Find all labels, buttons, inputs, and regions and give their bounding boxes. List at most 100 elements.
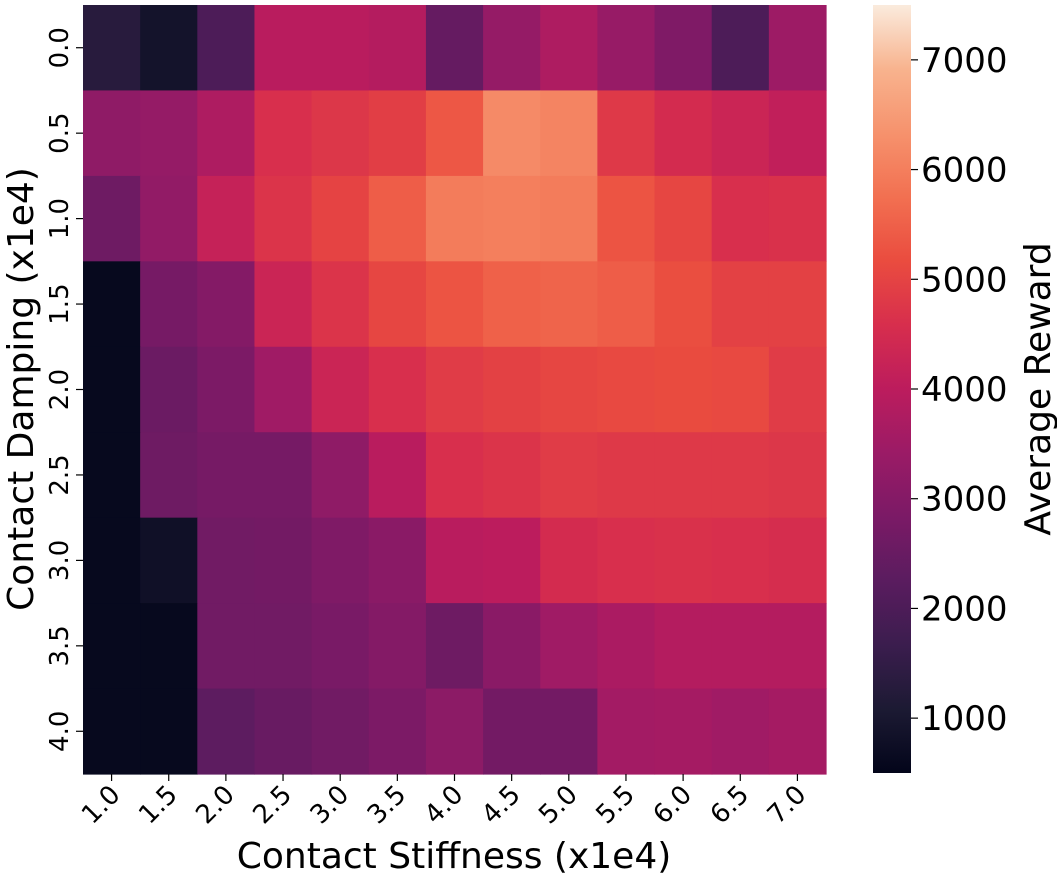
x-tick-label: 5.5 (590, 780, 640, 830)
heatmap-cell (540, 90, 598, 177)
heatmap-cell (597, 261, 656, 348)
x-tick-label: 1.5 (133, 780, 183, 830)
x-tick-labels: 1.0 1.5 2.0 2.5 3.0 3.5 4.0 4.5 5.0 5.5 6.0 6.5 7.0 (76, 774, 812, 830)
y-tick-label: 3.0 (45, 540, 75, 581)
heatmap-cell (768, 346, 827, 433)
heatmap-cell (83, 603, 141, 690)
heatmap-cell (197, 346, 256, 433)
colorbar-tick-label: 2000 (921, 589, 1008, 629)
x-tick-label: 7.0 (762, 780, 812, 830)
y-tick-label: 3.5 (45, 625, 75, 666)
heatmap-cell (540, 688, 598, 775)
heatmap-cell (254, 688, 313, 775)
heatmap-cell (140, 90, 198, 177)
heatmap-cell (768, 517, 827, 604)
heatmap-cell (540, 517, 598, 604)
heatmap-cell (768, 90, 827, 177)
heatmap-cell (540, 346, 598, 433)
x-tick-label: 3.5 (362, 780, 412, 830)
heatmap-cell (540, 432, 598, 519)
x-tick-label: 2.0 (190, 780, 240, 830)
heatmap-cell (711, 603, 770, 690)
heatmap-cell (768, 175, 827, 262)
heatmap-cell (654, 432, 713, 519)
heatmap-cell (254, 517, 313, 604)
heatmap-cell (254, 432, 313, 519)
heatmap-cell (483, 603, 541, 690)
y-tick-labels: 0.0 0.5 1.0 1.5 2.0 2.5 3.0 3.5 4.0 (45, 27, 83, 752)
x-axis-label: Contact Stiffness (x1e4) (237, 836, 672, 877)
heatmap-cell (425, 5, 484, 92)
heatmap-cell (597, 346, 656, 433)
heatmap-cell (425, 175, 484, 262)
heatmap-cell (311, 175, 370, 262)
heatmap-cell (197, 261, 256, 348)
heatmap-cell (368, 5, 427, 92)
colorbar-tick-label: 7000 (921, 41, 1008, 81)
heatmap-cell (654, 688, 713, 775)
heatmap-cell (597, 603, 656, 690)
colorbar-tick-label: 6000 (921, 151, 1008, 191)
heatmap-cell (425, 432, 484, 519)
heatmap-cell (425, 603, 484, 690)
heatmap-cell (768, 688, 827, 775)
heatmap-cell (368, 688, 427, 775)
colorbar-ticks: 1000 2000 3000 4000 5000 6000 7000 (911, 41, 1008, 739)
y-tick-label: 2.5 (45, 454, 75, 495)
heatmap-cell (83, 688, 141, 775)
heatmap-cell (540, 5, 598, 92)
colorbar-tick-label: 4000 (921, 370, 1008, 410)
heatmap-cell (768, 603, 827, 690)
x-tick-label: 6.5 (705, 780, 755, 830)
x-tick-label: 6.0 (648, 780, 698, 830)
heatmap-cell (368, 603, 427, 690)
colorbar-label: Average Reward (1018, 242, 1057, 535)
heatmap-cell (768, 261, 827, 348)
heatmap-cell (483, 346, 541, 433)
colorbar (873, 5, 911, 773)
heatmap-cell (654, 175, 713, 262)
heatmap-cell (140, 261, 198, 348)
heatmap-cell (597, 5, 656, 92)
heatmap-cell (368, 346, 427, 433)
x-tick-label: 4.5 (476, 780, 526, 830)
heatmap-cell (483, 432, 541, 519)
heatmap-cell (711, 175, 770, 262)
heatmap-cell (711, 346, 770, 433)
x-tick-label: 2.5 (248, 780, 298, 830)
heatmap-cell (425, 346, 484, 433)
heatmap-cell (654, 346, 713, 433)
heatmap-cell (197, 432, 256, 519)
heatmap-cell (197, 175, 256, 262)
heatmap-cells (83, 5, 827, 775)
heatmap-cell (483, 90, 541, 177)
heatmap-cell (654, 90, 713, 177)
heatmap-cell (597, 175, 656, 262)
heatmap-cell (140, 175, 198, 262)
heatmap-cell (711, 688, 770, 775)
heatmap-cell (368, 517, 427, 604)
heatmap-cell (540, 175, 598, 262)
heatmap-cell (140, 517, 198, 604)
heatmap-cell (711, 261, 770, 348)
heatmap-cell (197, 688, 256, 775)
heatmap-cell (540, 261, 598, 348)
heatmap-cell (711, 90, 770, 177)
heatmap-cell (83, 175, 141, 262)
heatmap-cell (83, 90, 141, 177)
x-tick-label: 3.0 (305, 780, 355, 830)
heatmap-cell (711, 432, 770, 519)
heatmap-cell (311, 603, 370, 690)
y-tick-label: 4.0 (45, 711, 75, 752)
heatmap-cell (425, 688, 484, 775)
heatmap-cell (254, 175, 313, 262)
heatmap-cell (483, 688, 541, 775)
colorbar-tick-label: 3000 (921, 480, 1008, 520)
heatmap-cell (368, 175, 427, 262)
heatmap-cell (597, 688, 656, 775)
heatmap-cell (654, 261, 713, 348)
y-tick-label: 0.5 (45, 112, 75, 153)
heatmap-cell (197, 5, 256, 92)
heatmap-cell (711, 517, 770, 604)
